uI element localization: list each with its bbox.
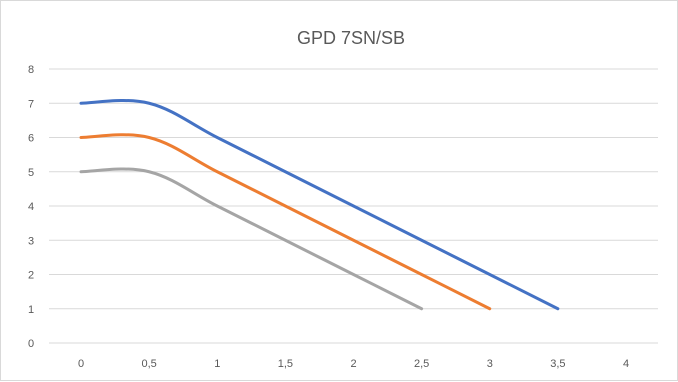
y-axis-ticks: 0 1 2 3 4 5 6 7 8	[28, 64, 34, 350]
x-tick-label: 4	[623, 358, 629, 370]
y-tick-label: 5	[28, 167, 34, 179]
x-tick-label: 2,5	[414, 358, 429, 370]
y-tick-label: 2	[28, 270, 34, 282]
x-tick-label: 1	[214, 358, 220, 370]
x-tick-label: 0	[78, 358, 84, 370]
y-tick-label: 3	[28, 235, 34, 247]
y-tick-label: 0	[28, 338, 34, 350]
x-tick-label: 2	[350, 358, 356, 370]
y-tick-label: 1	[28, 304, 34, 316]
series-line-2	[79, 133, 492, 311]
x-tick-label: 1,5	[278, 358, 293, 370]
series-line-1	[79, 99, 560, 311]
y-tick-label: 4	[28, 201, 34, 213]
x-axis-ticks: 0 0,5 1 1,5 2 2,5 3 3,5 4	[78, 358, 629, 370]
series-lines	[79, 99, 560, 311]
x-tick-label: 3,5	[550, 358, 565, 370]
y-tick-label: 7	[28, 98, 34, 110]
series-line-3	[79, 167, 424, 311]
y-tick-label: 8	[28, 64, 34, 76]
x-tick-label: 3	[487, 358, 493, 370]
y-tick-label: 6	[28, 133, 34, 145]
chart-title: GPD 7SN/SB	[297, 28, 405, 48]
x-tick-label: 0,5	[141, 358, 156, 370]
